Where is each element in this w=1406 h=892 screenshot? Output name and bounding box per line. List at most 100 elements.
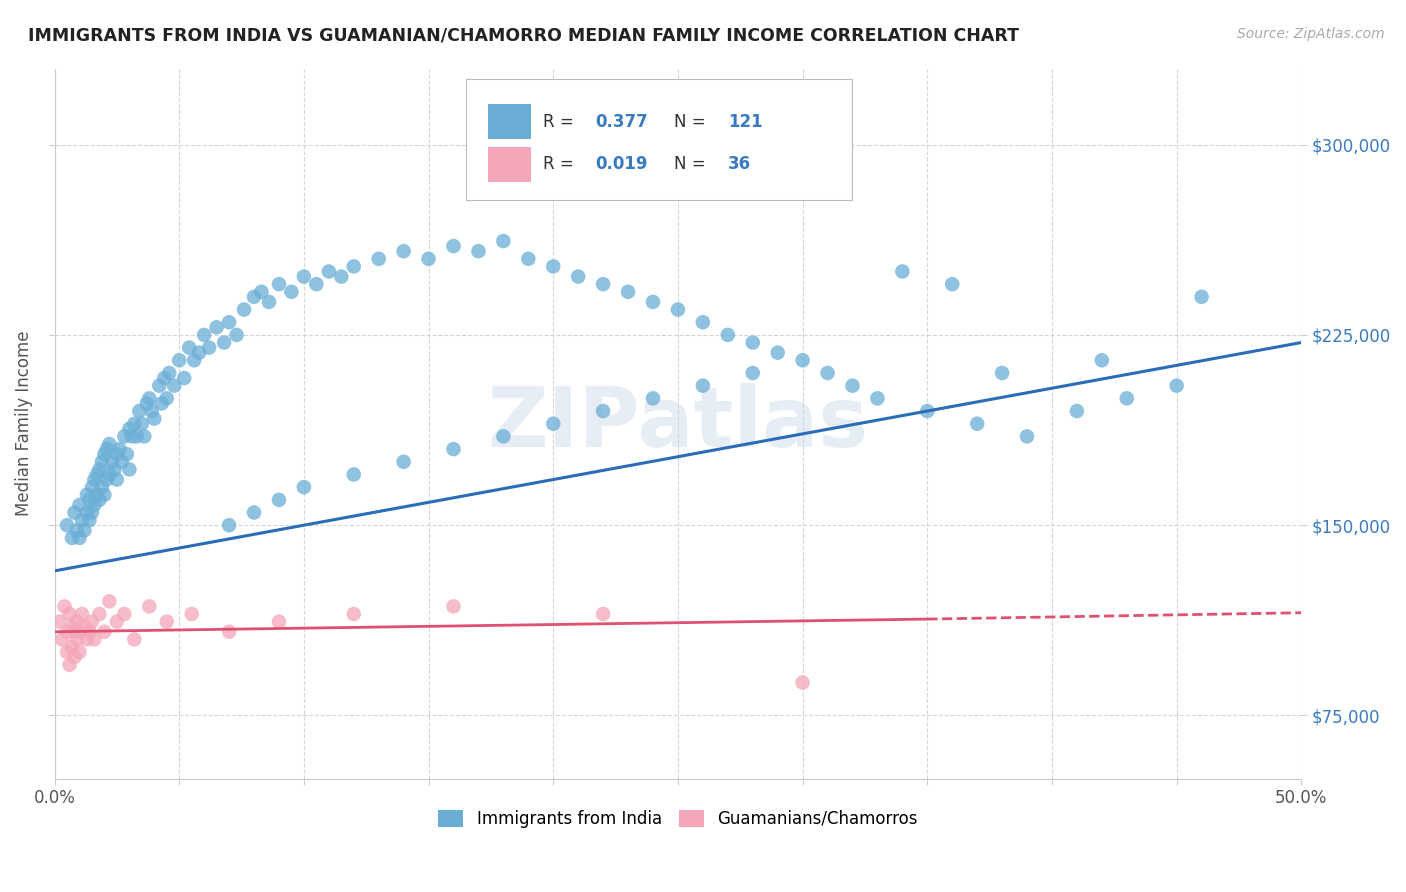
Point: [70, 607, 93, 621]
Point: [69, 498, 91, 512]
Point: [305, 277, 328, 292]
Point: [225, 327, 247, 342]
Point: [89, 462, 111, 476]
Point: [73, 620, 96, 634]
Point: [167, 353, 190, 368]
Point: [124, 417, 146, 431]
Text: 0.019: 0.019: [596, 155, 648, 173]
Point: [83, 473, 105, 487]
Point: [766, 345, 789, 359]
Point: [841, 378, 863, 392]
Point: [98, 467, 121, 482]
Point: [90, 480, 112, 494]
Point: [741, 335, 763, 350]
Point: [250, 285, 273, 299]
Point: [135, 396, 157, 410]
Point: [218, 518, 240, 533]
Point: [1015, 429, 1038, 443]
Point: [48, 615, 70, 629]
Point: [156, 392, 179, 406]
Point: [150, 396, 173, 410]
Point: [443, 599, 465, 614]
Point: [367, 252, 389, 266]
Point: [592, 607, 614, 621]
Point: [69, 645, 91, 659]
Point: [233, 302, 256, 317]
Point: [141, 404, 163, 418]
Point: [60, 640, 83, 654]
Point: [243, 290, 266, 304]
Point: [103, 462, 125, 476]
Point: [112, 429, 135, 443]
Point: [66, 523, 89, 537]
Point: [69, 531, 91, 545]
Point: [96, 473, 118, 487]
Point: [93, 488, 115, 502]
Point: [98, 437, 121, 451]
Y-axis label: Median Family Income: Median Family Income: [15, 331, 32, 516]
Point: [83, 498, 105, 512]
Point: [105, 473, 128, 487]
Point: [188, 345, 211, 359]
Point: [101, 455, 124, 469]
Text: R =: R =: [543, 112, 579, 131]
Point: [128, 404, 150, 418]
Point: [86, 467, 108, 482]
Point: [966, 417, 988, 431]
Point: [1091, 353, 1114, 368]
Text: N =: N =: [675, 112, 711, 131]
Point: [111, 455, 134, 469]
Point: [173, 371, 195, 385]
Point: [917, 404, 939, 418]
Point: [138, 392, 160, 406]
Point: [148, 378, 170, 392]
Point: [56, 518, 79, 533]
Point: [56, 624, 79, 639]
Point: [69, 624, 91, 639]
Point: [741, 366, 763, 380]
Text: N =: N =: [675, 155, 711, 173]
Point: [1115, 392, 1137, 406]
Point: [180, 607, 202, 621]
Text: 121: 121: [728, 112, 762, 131]
Point: [641, 294, 664, 309]
Point: [218, 315, 240, 329]
Point: [891, 264, 914, 278]
Point: [121, 429, 143, 443]
Point: [1191, 290, 1213, 304]
Point: [112, 607, 135, 621]
Point: [153, 371, 176, 385]
Point: [792, 675, 814, 690]
Point: [592, 404, 614, 418]
Point: [73, 523, 96, 537]
Point: [80, 480, 103, 494]
Point: [105, 615, 128, 629]
Point: [492, 234, 515, 248]
Text: R =: R =: [543, 155, 579, 173]
Text: ZIPatlas: ZIPatlas: [488, 384, 869, 464]
Point: [666, 302, 689, 317]
Point: [76, 506, 98, 520]
Point: [392, 244, 415, 259]
Point: [991, 366, 1014, 380]
Point: [58, 607, 80, 621]
Text: 36: 36: [728, 155, 751, 173]
Point: [98, 594, 121, 608]
Point: [89, 492, 111, 507]
Point: [866, 392, 889, 406]
Point: [131, 417, 153, 431]
Point: [792, 353, 814, 368]
Point: [157, 366, 180, 380]
Point: [58, 657, 80, 672]
Point: [817, 366, 839, 380]
Point: [76, 488, 98, 502]
Point: [212, 335, 235, 350]
Point: [243, 506, 266, 520]
Point: [267, 615, 290, 629]
Point: [70, 513, 93, 527]
Point: [541, 417, 564, 431]
Point: [267, 277, 290, 292]
FancyBboxPatch shape: [465, 79, 852, 200]
Point: [517, 252, 540, 266]
Point: [79, 513, 101, 527]
